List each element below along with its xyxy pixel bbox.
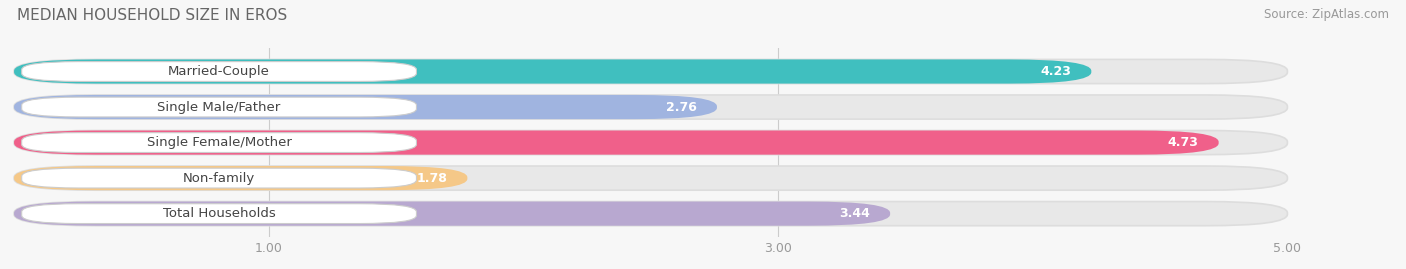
Text: Source: ZipAtlas.com: Source: ZipAtlas.com bbox=[1264, 8, 1389, 21]
Text: 3.44: 3.44 bbox=[839, 207, 870, 220]
Text: 4.73: 4.73 bbox=[1167, 136, 1198, 149]
Text: Total Households: Total Households bbox=[163, 207, 276, 220]
FancyBboxPatch shape bbox=[14, 130, 1219, 155]
Text: 4.23: 4.23 bbox=[1040, 65, 1071, 78]
Text: 2.76: 2.76 bbox=[665, 101, 696, 114]
FancyBboxPatch shape bbox=[14, 59, 1288, 84]
Text: MEDIAN HOUSEHOLD SIZE IN EROS: MEDIAN HOUSEHOLD SIZE IN EROS bbox=[17, 8, 287, 23]
FancyBboxPatch shape bbox=[21, 204, 416, 224]
Text: Single Female/Mother: Single Female/Mother bbox=[146, 136, 291, 149]
Text: Married-Couple: Married-Couple bbox=[169, 65, 270, 78]
FancyBboxPatch shape bbox=[14, 166, 1288, 190]
FancyBboxPatch shape bbox=[14, 95, 717, 119]
FancyBboxPatch shape bbox=[21, 62, 416, 82]
Text: Single Male/Father: Single Male/Father bbox=[157, 101, 281, 114]
FancyBboxPatch shape bbox=[14, 130, 1288, 155]
Text: 1.78: 1.78 bbox=[416, 172, 447, 185]
FancyBboxPatch shape bbox=[14, 59, 1091, 84]
FancyBboxPatch shape bbox=[14, 201, 890, 226]
FancyBboxPatch shape bbox=[21, 97, 416, 117]
FancyBboxPatch shape bbox=[14, 95, 1288, 119]
Text: Non-family: Non-family bbox=[183, 172, 256, 185]
FancyBboxPatch shape bbox=[21, 168, 416, 188]
FancyBboxPatch shape bbox=[14, 166, 467, 190]
FancyBboxPatch shape bbox=[14, 201, 1288, 226]
FancyBboxPatch shape bbox=[21, 133, 416, 153]
